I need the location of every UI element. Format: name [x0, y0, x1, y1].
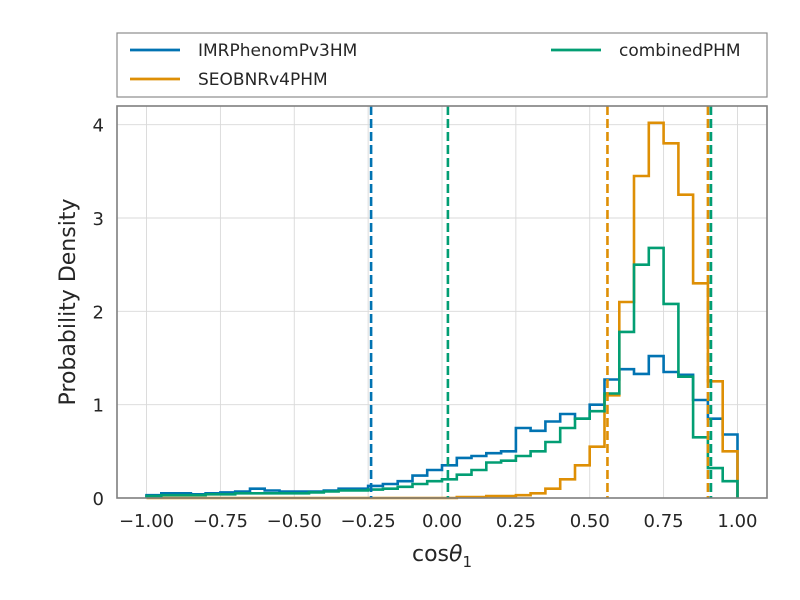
legend-label: combinedPHM: [619, 41, 741, 61]
x-tick-label: −1.00: [119, 511, 174, 532]
legend-entry-combinedphm: combinedPHM: [551, 41, 741, 61]
x-tick-label: −0.25: [341, 511, 396, 532]
x-tick-label: 0.00: [422, 511, 462, 532]
y-tick-label: 1: [93, 396, 104, 417]
x-tick-label: 0.50: [570, 511, 610, 532]
ci-lines: [369, 106, 713, 498]
legend: IMRPhenomPv3HM SEOBNRv4PHM combinedPHM: [116, 32, 768, 98]
x-ticks: −1.00 −0.75 −0.50 −0.25 0.00 0.25 0.50 0.75 1.00: [119, 511, 758, 532]
x-axis-label-main: cos: [412, 542, 449, 567]
plot-frame: [116, 105, 768, 499]
y-tick-label: 4: [93, 116, 104, 137]
x-axis-label: cosθ1: [412, 542, 472, 571]
y-axis-label: Probability Density: [56, 199, 81, 406]
series-combinedphm-histogram: [145, 246, 739, 498]
y-ticks: 0 1 2 3 4: [93, 116, 104, 510]
x-axis-label-subscript: 1: [462, 553, 472, 571]
y-tick-label: 3: [93, 209, 104, 230]
legend-entry-imrphenompv3hm: IMRPhenomPv3HM: [130, 41, 357, 61]
legend-label: IMRPhenomPv3HM: [198, 41, 357, 61]
legend-entry-seobnrv4phm: SEOBNRv4PHM: [130, 70, 328, 90]
y-tick-label: 0: [93, 489, 104, 510]
x-tick-label: 0.25: [496, 511, 536, 532]
x-tick-label: −0.50: [267, 511, 322, 532]
legend-box: [116, 32, 768, 98]
x-tick-label: 1.00: [717, 511, 757, 532]
y-tick-label: 2: [93, 302, 104, 323]
series-imrphenompv3hm-histogram: [145, 354, 739, 498]
x-tick-label: 0.75: [644, 511, 684, 532]
legend-label: SEOBNRv4PHM: [198, 70, 328, 90]
x-tick-label: −0.75: [193, 511, 248, 532]
x-axis-label-theta: θ: [449, 542, 463, 567]
